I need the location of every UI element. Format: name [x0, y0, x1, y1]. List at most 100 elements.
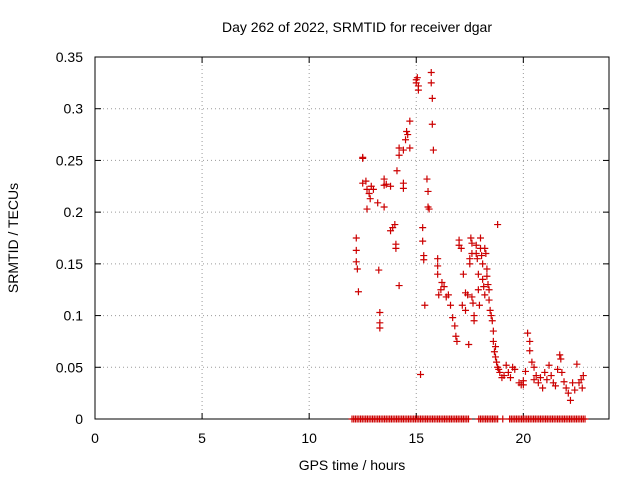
data-point [375, 266, 383, 274]
data-point [428, 94, 436, 102]
data-point [478, 252, 486, 260]
data-point [479, 260, 487, 268]
data-point [399, 146, 407, 154]
data-point [425, 205, 433, 213]
data-point [481, 244, 489, 252]
data-point [479, 275, 487, 283]
data-point [557, 355, 565, 363]
data-point [465, 415, 473, 423]
data-point [556, 351, 564, 359]
data-point [359, 153, 367, 161]
data-point [496, 368, 504, 376]
data-point [482, 250, 490, 258]
data-point [469, 299, 477, 307]
data-point [406, 117, 414, 125]
data-point [489, 337, 497, 345]
data-point [392, 244, 400, 252]
data-point [393, 167, 401, 175]
data-point [464, 291, 472, 299]
x-tick-label: 15 [408, 430, 424, 446]
data-point [414, 86, 422, 94]
data-point [467, 234, 475, 242]
data-point [474, 286, 482, 294]
data-point [457, 244, 465, 252]
data-point [573, 360, 581, 368]
data-point [427, 69, 435, 77]
data-point [468, 239, 476, 247]
data-point [484, 281, 492, 289]
data-point [560, 378, 568, 386]
data-point [419, 237, 427, 245]
data-point [558, 368, 566, 376]
data-point [366, 195, 374, 203]
grid-lines [95, 57, 609, 419]
y-tick-label: 0.15 [56, 256, 83, 272]
data-point [449, 314, 457, 322]
y-tick-label: 0.25 [56, 152, 83, 168]
data-point [473, 255, 481, 263]
data-point [352, 246, 360, 254]
data-point [421, 301, 429, 309]
axis-ticks [94, 56, 609, 420]
data-point [493, 358, 501, 366]
data-point [424, 187, 432, 195]
data-point [502, 361, 510, 369]
data-point [380, 203, 388, 211]
data-point [528, 358, 536, 366]
data-point [491, 343, 499, 351]
data-point [363, 185, 371, 193]
x-tick-labels: 0 5 10 15 20 [91, 430, 531, 446]
data-point [429, 146, 437, 154]
data-point [475, 301, 483, 309]
data-point [374, 199, 382, 207]
data-point [465, 341, 473, 349]
data-point [451, 322, 459, 330]
data-point [569, 379, 577, 387]
data-point [539, 384, 547, 392]
data-point [417, 371, 425, 379]
data-point [526, 337, 534, 345]
data-point [472, 241, 480, 249]
y-tick-label: 0.35 [56, 49, 83, 65]
data-point [453, 337, 461, 345]
data-point [452, 332, 460, 340]
data-point [447, 301, 455, 309]
y-tick-label: 0 [75, 411, 83, 427]
x-tick-label: 10 [301, 430, 317, 446]
data-point [566, 396, 574, 404]
data-point [444, 291, 452, 299]
data-point [564, 389, 572, 397]
data-point [434, 270, 442, 278]
y-tick-label: 0.1 [64, 308, 84, 324]
data-point [472, 250, 480, 258]
data-point [481, 291, 489, 299]
data-point [459, 270, 467, 278]
data-point [487, 312, 495, 320]
data-point [494, 221, 502, 229]
data-point [470, 317, 478, 325]
data-point [547, 372, 555, 380]
data-point [434, 255, 442, 263]
data-point [404, 131, 412, 139]
data-point [530, 376, 538, 384]
data-point [380, 175, 388, 183]
data-point [506, 374, 514, 382]
data-point [495, 365, 503, 373]
data-point [480, 283, 488, 291]
data-point [420, 256, 428, 264]
data-point [551, 382, 559, 390]
chart-title: Day 262 of 2022, SRMTID for receiver dga… [222, 19, 492, 35]
data-point [536, 374, 544, 382]
data-point [534, 379, 542, 387]
data-point [477, 234, 484, 242]
data-point [434, 262, 442, 270]
data-point [413, 74, 421, 82]
data-point [402, 136, 410, 144]
x-tick-label: 0 [91, 430, 99, 446]
data-point [488, 317, 496, 325]
data-point [440, 283, 448, 291]
data-point [474, 270, 482, 278]
data-point [485, 286, 493, 294]
data-point [362, 177, 370, 185]
